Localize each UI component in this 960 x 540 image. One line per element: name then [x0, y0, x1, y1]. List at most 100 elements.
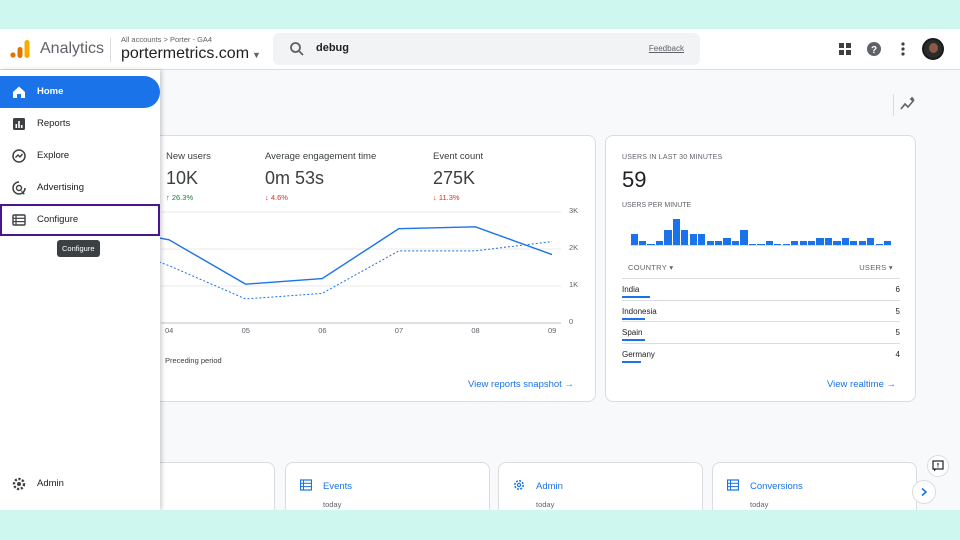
- help-button[interactable]: ?: [864, 39, 884, 59]
- minute-bar[interactable]: [748, 243, 757, 245]
- table-icon: [300, 479, 312, 491]
- sidebar-item-admin[interactable]: Admin: [0, 468, 160, 500]
- more-button[interactable]: [893, 39, 913, 59]
- y-tick-label: 1K: [569, 280, 579, 289]
- recent-card-events[interactable]: Events today: [285, 462, 490, 510]
- metric-new-users[interactable]: New users 10K ↑ 26.3%: [166, 151, 211, 202]
- view-realtime-link[interactable]: View realtime →: [827, 379, 896, 390]
- search-input[interactable]: debug Feedback: [273, 33, 700, 65]
- user-count: 6: [895, 285, 900, 294]
- next-button[interactable]: [912, 480, 936, 504]
- sidebar-item-reports[interactable]: Reports: [0, 108, 160, 140]
- table-row[interactable]: India 6: [622, 278, 900, 299]
- feedback-button[interactable]: [927, 455, 949, 477]
- metric-change: ↓ 11.3%: [433, 193, 460, 202]
- user-count: 4: [895, 349, 900, 359]
- table-row[interactable]: Indonesia 5: [622, 299, 900, 321]
- svg-text:?: ?: [871, 45, 877, 56]
- sidebar-item-explore[interactable]: Explore: [0, 140, 160, 172]
- caret-down-icon: ▼: [252, 50, 261, 60]
- reports-icon: [13, 118, 25, 130]
- table-row[interactable]: Spain 5: [622, 321, 900, 342]
- search-icon: [290, 42, 304, 56]
- minute-bar[interactable]: [765, 241, 773, 245]
- country-name: Germany: [622, 349, 655, 359]
- breadcrumb[interactable]: All accounts > Porter - GA4: [121, 35, 213, 44]
- minute-bar[interactable]: [630, 233, 638, 245]
- minute-bar[interactable]: [664, 230, 672, 245]
- minute-bar[interactable]: [715, 241, 723, 245]
- minute-bar[interactable]: [799, 241, 807, 245]
- home-icon: [13, 86, 25, 98]
- minute-bar[interactable]: [647, 243, 655, 245]
- minute-bar[interactable]: [706, 241, 714, 245]
- share-bar: [622, 317, 646, 320]
- users-column-header[interactable]: USERS ▾: [859, 263, 893, 272]
- sidebar-item-configure[interactable]: Configure: [0, 204, 160, 236]
- share-bar: [622, 296, 650, 298]
- x-tick-label: 08: [471, 326, 480, 335]
- per-minute-label: USERS PER MINUTE: [622, 202, 692, 209]
- minute-bar[interactable]: [791, 241, 799, 245]
- minute-bar[interactable]: [884, 241, 892, 245]
- line-chart: [158, 211, 561, 324]
- gear-icon: [12, 477, 26, 491]
- gear-icon: [514, 480, 524, 490]
- more-vert-icon: [901, 42, 905, 56]
- metric-engagement-time[interactable]: Average engagement time 0m 53s ↓ 4.6%: [265, 151, 376, 202]
- minute-bar[interactable]: [698, 233, 706, 245]
- minute-bar[interactable]: [816, 237, 824, 245]
- analytics-logo-icon[interactable]: [10, 40, 30, 58]
- country-column-header[interactable]: COUNTRY ▾: [628, 263, 674, 272]
- minute-bar[interactable]: [782, 243, 790, 245]
- x-tick-label: 06: [318, 326, 327, 335]
- feedback-link[interactable]: Feedback: [648, 44, 684, 53]
- caret-down-icon: ▾: [669, 263, 674, 272]
- series-line-current: [158, 226, 553, 285]
- minute-bar[interactable]: [672, 219, 680, 245]
- metric-event-count[interactable]: Event count 275K ↓ 11.3%: [433, 151, 483, 202]
- minute-bar[interactable]: [757, 243, 765, 245]
- arrow-right-icon: →: [564, 379, 574, 390]
- minute-bar[interactable]: [841, 237, 850, 245]
- minute-bar[interactable]: [867, 237, 875, 245]
- minute-bar[interactable]: [858, 241, 866, 245]
- metric-label: Average engagement time: [265, 151, 377, 162]
- minute-bar[interactable]: [740, 230, 748, 245]
- country-name: Spain: [622, 328, 643, 337]
- apps-button[interactable]: [835, 39, 855, 59]
- minute-bar[interactable]: [731, 241, 740, 245]
- minute-bar[interactable]: [655, 241, 664, 245]
- sidebar-item-label: Advertising: [37, 182, 84, 193]
- metric-label: New users: [166, 151, 211, 162]
- view-reports-snapshot-link[interactable]: View reports snapshot →: [468, 379, 574, 390]
- minute-bar[interactable]: [774, 243, 782, 245]
- minute-bar[interactable]: [723, 237, 731, 245]
- sidebar-item-advertising[interactable]: Advertising: [0, 172, 160, 204]
- minute-bar[interactable]: [689, 233, 697, 245]
- sidebar-item-home[interactable]: Home: [0, 76, 160, 108]
- minute-bar[interactable]: [850, 241, 858, 245]
- table-row[interactable]: Germany 4: [622, 342, 900, 364]
- minute-bar[interactable]: [807, 241, 816, 245]
- country-name: Indonesia: [622, 306, 657, 316]
- recent-card-conversions[interactable]: Conversions today: [712, 462, 917, 510]
- minute-bar[interactable]: [681, 230, 689, 245]
- realtime-card: USERS IN LAST 30 MINUTES 59 USERS PER MI…: [605, 135, 916, 402]
- arrow-down-icon: ↓: [433, 193, 437, 202]
- minute-bar[interactable]: [824, 237, 833, 245]
- avatar[interactable]: [922, 38, 944, 60]
- metric-change: ↑ 26.3%: [166, 193, 194, 202]
- minute-bar[interactable]: [833, 241, 841, 245]
- minute-bar[interactable]: [875, 243, 883, 245]
- divider: [110, 38, 111, 62]
- metric-value: 275K: [433, 168, 476, 188]
- share-bar: [622, 360, 641, 363]
- top-bar: Analytics All accounts > Porter - GA4 po…: [0, 29, 960, 70]
- apps-grid-icon: [839, 43, 851, 55]
- top-actions: ?: [826, 38, 944, 60]
- minute-bar[interactable]: [638, 241, 647, 245]
- insights-icon[interactable]: [900, 96, 916, 112]
- property-selector[interactable]: portermetrics.com ▼: [121, 45, 261, 63]
- recent-card-admin[interactable]: Admin today: [498, 462, 703, 510]
